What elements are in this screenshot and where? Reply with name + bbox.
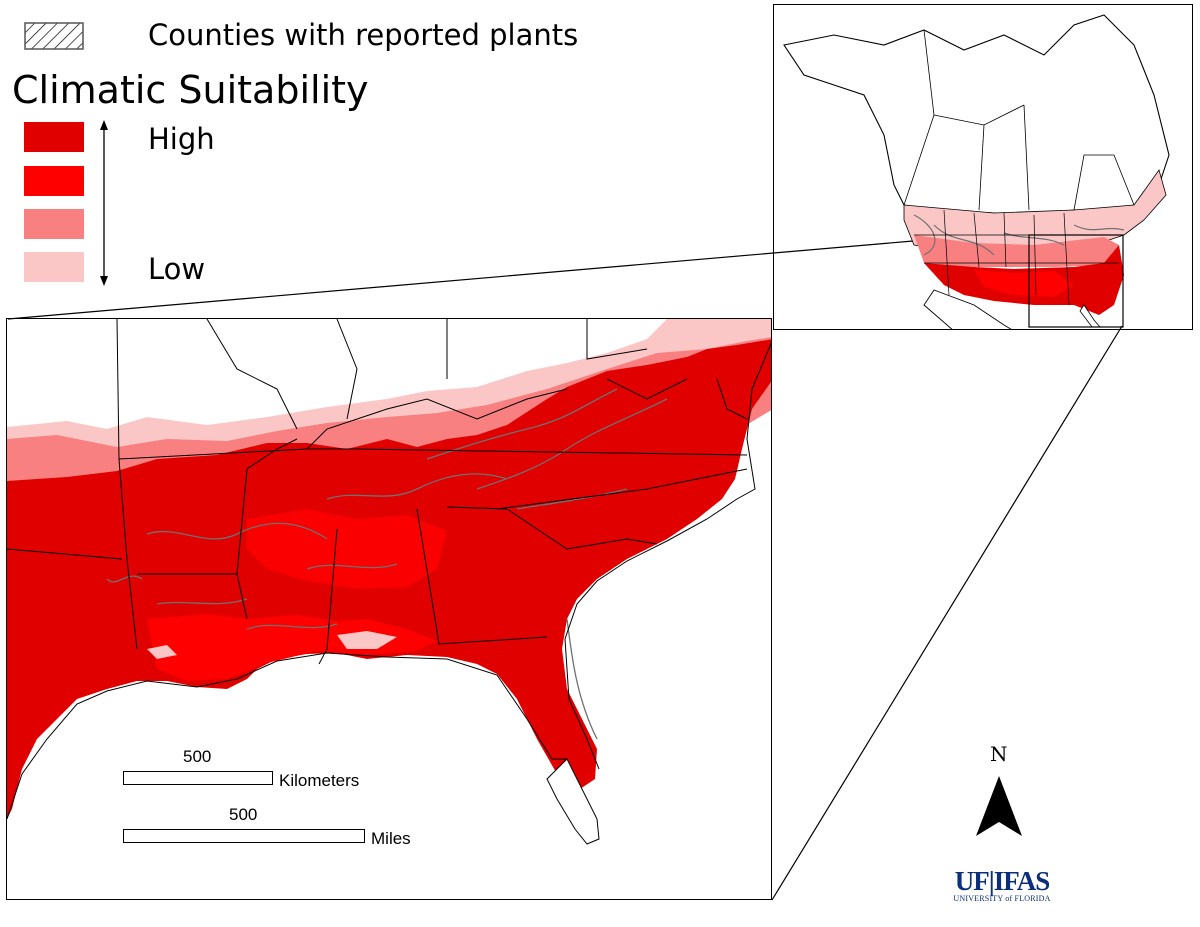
hatch-legend-swatch [24, 22, 84, 50]
usa-bright-suitability [974, 270, 1074, 297]
suitability-high-coastal [147, 614, 437, 681]
scale-mi-unit: Miles [371, 829, 411, 848]
main-map-southeast-us: 500 Kilometers 500 Miles [6, 318, 772, 900]
county-outlines [106, 388, 668, 740]
usa-mid-suitability [914, 235, 1119, 267]
inset-map-north-america [773, 4, 1193, 330]
mexico-outline [923, 289, 1012, 329]
scale-km-value: 500 [183, 747, 212, 766]
legend-low-label: Low [148, 252, 206, 286]
suitability-scale-arrow [100, 120, 108, 286]
legend-swatch-high [24, 166, 84, 196]
state-boundaries [7, 319, 748, 665]
scale-mi-value: 500 [229, 805, 258, 824]
north-arrow-label: N [990, 742, 1008, 766]
ufifas-logo: UF|IFAS UNIVERSITY of FLORIDA [952, 866, 1052, 904]
legend-title: Climatic Suitability [12, 68, 369, 112]
logo-main-text: UF|IFAS [954, 866, 1050, 896]
legend-swatch-low [24, 209, 84, 239]
suitability-lowest-coastal-spot [147, 645, 177, 659]
inset-map-canvas [783, 14, 1170, 329]
legend-swatch-highest [24, 122, 84, 152]
suitability-high-interior [247, 509, 447, 589]
scale-bar-km [123, 771, 273, 785]
inset-extent-box [1028, 234, 1124, 328]
scale-bar-miles [123, 829, 365, 843]
atlantic-coastline [564, 342, 771, 770]
scale-km-unit: Kilometers [279, 771, 360, 790]
hatch-legend-label: Counties with reported plants [148, 18, 579, 52]
usa-low-suitability [903, 169, 1167, 256]
gulf-coastline [7, 652, 567, 820]
logo-sub-text: UNIVERSITY of FLORIDA [953, 894, 1051, 903]
north-arrow-icon [976, 776, 1022, 836]
main-map-canvas [7, 319, 771, 845]
province-boundaries [903, 29, 1135, 211]
florida-tail [546, 758, 600, 845]
suitability-lowest-coastal-spot [337, 631, 397, 649]
legend-swatch-lowest [24, 252, 84, 282]
legend-high-label: High [148, 122, 215, 156]
canada-outline [783, 14, 1170, 216]
